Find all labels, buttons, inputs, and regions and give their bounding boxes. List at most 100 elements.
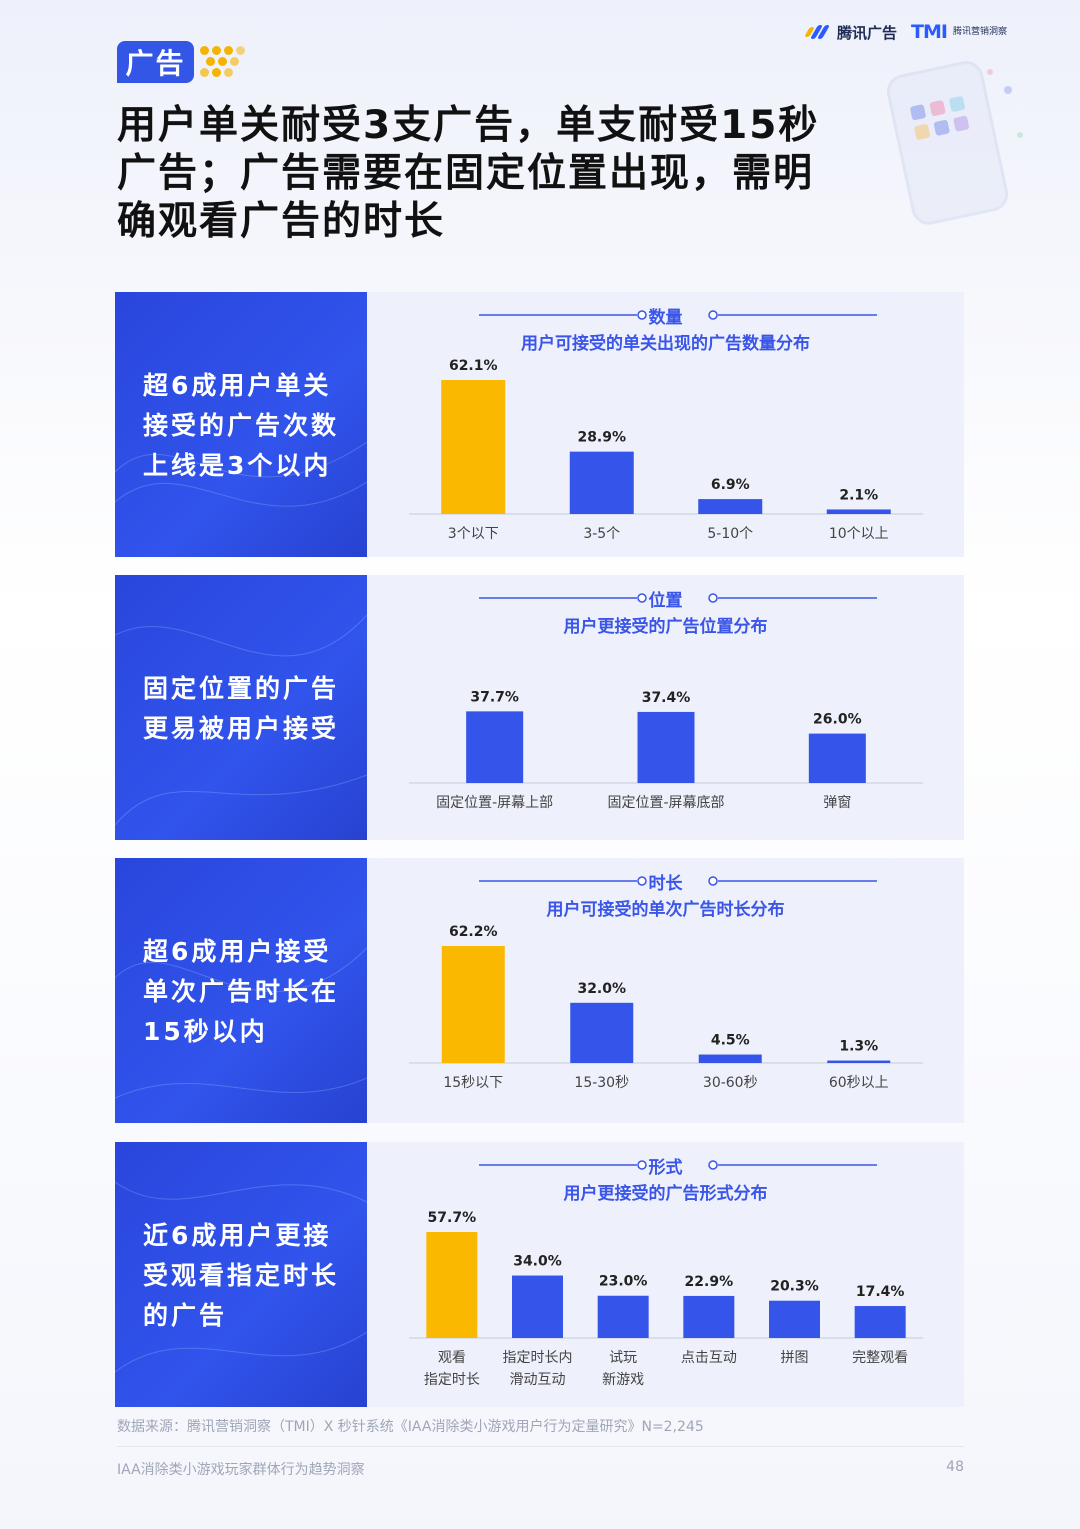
category-label: 15秒以下 [443,1075,503,1091]
insight-text: 近6成用户更接受观看指定时长的广告 [143,1221,340,1330]
bar [441,380,506,514]
bar [683,1295,735,1338]
category-label: 拼图 [781,1350,809,1366]
brand-name: 腾讯广告 [837,23,898,42]
data-label: 17.4% [856,1284,905,1300]
tencent-ads-logo: 腾讯广告 TMI 腾讯营销洞察 [804,20,1007,44]
bar [569,451,634,514]
footer-divider [117,1446,964,1447]
dots-decoration-icon [200,44,248,80]
chart-subtitle: 用户可接受的单次广告时长分布 [546,900,785,920]
bar [597,1295,649,1338]
insight-box: 超6成用户单关接受的广告次数上线是3个以内 [115,292,367,557]
data-label: 4.5% [711,1033,750,1049]
data-label: 28.9% [577,430,626,446]
title-decoration-icon [479,593,877,603]
data-label: 23.0% [599,1274,648,1290]
insight-text: 超6成用户单关接受的广告次数上线是3个以内 [143,371,340,480]
insight-text: 超6成用户接受单次广告时长在15秒以内 [143,937,340,1046]
panel-duration: 超6成用户接受单次广告时长在15秒以内 时长 用户可接受的单次广告时长分布 62… [115,858,964,1123]
data-label: 22.9% [685,1274,734,1290]
data-label: 37.4% [642,690,691,706]
bar-chart: 57.7% 观看指定时长 34.0% 指定时长内滑动互动 23.0% 试玩新游戏 22.9%… [409,1160,923,1388]
data-label: 37.7% [470,689,519,705]
panel-position: 固定位置的广告更易被用户接受 位置 用户更接受的广告位置分布 37.7% 固定位置… [115,575,964,840]
title-decoration-icon [479,876,877,886]
page-number: 48 [946,1459,964,1475]
data-label: 2.1% [839,487,878,503]
chart-area: 形式 用户更接受的广告形式分布 57.7% 观看指定时长 34.0% 指定时长内滑动互… [367,1142,964,1407]
title-decoration-icon [479,310,877,320]
bar [570,1002,634,1063]
bar [808,733,866,783]
bar [441,946,505,1063]
data-label: 62.2% [449,924,498,940]
category-label: 30-60秒 [703,1075,758,1091]
category-label: 点击互动 [681,1350,737,1366]
bar [769,1300,820,1338]
bar [637,711,695,783]
chart-subtitle: 用户更接受的广告位置分布 [563,617,768,637]
wave-decoration-icon [115,614,367,826]
data-label: 34.0% [513,1254,562,1270]
section-tag: 广告 [117,41,194,83]
insight-box: 固定位置的广告更易被用户接受 [115,575,367,840]
insight-text: 固定位置的广告更易被用户接受 [143,674,340,743]
category-label: 10个以上 [829,526,889,542]
insight-box: 近6成用户更接受观看指定时长的广告 [115,1142,367,1407]
tmi-subtitle: 腾讯营销洞察 [952,26,1007,37]
data-label: 1.3% [839,1039,878,1055]
bar [466,711,524,783]
chart-area: 位置 用户更接受的广告位置分布 37.7% 固定位置-屏幕上部 37.4% 固定位置-… [367,575,964,840]
chart-subtitle: 用户可接受的单关出现的广告数量分布 [521,334,810,354]
category-label: 弹窗 [823,794,851,811]
page-title: 用户单关耐受3支广告，单支耐受15秒广告；广告需要在固定位置出现，需明确观看广告… [117,103,820,244]
bar [698,1054,762,1063]
chart-title: 位置 [648,591,683,611]
category-label: 固定位置-屏幕上部 [436,795,553,811]
category-label: 指定时长内滑动互动 [503,1350,573,1388]
bar [426,1232,478,1338]
bar [854,1306,906,1338]
chart-title: 数量 [648,308,683,328]
tmi-logo: TMI [911,21,948,43]
insight-box: 超6成用户接受单次广告时长在15秒以内 [115,858,367,1123]
category-label: 3个以下 [448,526,499,542]
category-label: 3-5个 [583,526,620,542]
panel-format: 近6成用户更接受观看指定时长的广告 形式 用户更接受的广告形式分布 57.7% 观… [115,1142,964,1407]
chart-subtitle: 用户更接受的广告形式分布 [563,1184,768,1204]
bar [826,509,891,514]
category-label: 5-10个 [707,526,753,542]
report-title: IAA消除类小游戏玩家群体行为趋势洞察 [117,1462,365,1478]
bar [698,499,763,514]
data-label: 6.9% [711,477,750,493]
category-label: 15-30秒 [574,1075,629,1091]
category-label: 试玩新游戏 [602,1350,644,1388]
wave-decoration-icon [115,947,367,1099]
category-label: 观看指定时长 [424,1350,480,1388]
title-decoration-icon [479,1160,877,1170]
bar [827,1060,891,1063]
bar [512,1275,563,1338]
data-label: 62.1% [449,358,498,374]
data-label: 20.3% [770,1279,819,1295]
data-source: 数据来源：腾讯营销洞察（TMI）X 秒针系统《IAA消除类小游戏用户行为定量研究… [117,1419,704,1435]
category-label: 完整观看 [852,1350,908,1366]
bar-chart: 62.1% 3个以下 28.9% 3-5个 6.9% 5-10个 2.1% 10个以上 [409,310,923,542]
tencent-ads-mark-icon [804,25,831,39]
bar-chart: 62.2% 15秒以下 32.0% 15-30秒 4.5% 30-60秒 1.3% 60秒以上 [409,876,923,1091]
panel-quantity: 超6成用户单关接受的广告次数上线是3个以内 数量 用户可接受的单关出现的广告数量… [115,292,964,557]
category-label: 固定位置-屏幕底部 [607,795,724,811]
data-label: 32.0% [577,981,626,997]
wave-decoration-icon [115,1181,367,1373]
phone-illustration-icon [886,61,1023,225]
wave-decoration-icon [115,441,367,507]
chart-title: 时长 [648,874,683,894]
category-label: 60秒以上 [829,1075,889,1091]
chart-title: 形式 [648,1158,683,1178]
chart-area: 时长 用户可接受的单次广告时长分布 62.2% 15秒以下 32.0% 15-30秒 4… [367,858,964,1123]
chart-area: 数量 用户可接受的单关出现的广告数量分布 62.1% 3个以下 28.9% 3-5个 6… [367,292,964,557]
data-label: 57.7% [428,1210,477,1226]
data-label: 26.0% [813,712,862,728]
bar-chart: 37.7% 固定位置-屏幕上部 37.4% 固定位置-屏幕底部 26.0% 弹窗 [409,593,923,811]
